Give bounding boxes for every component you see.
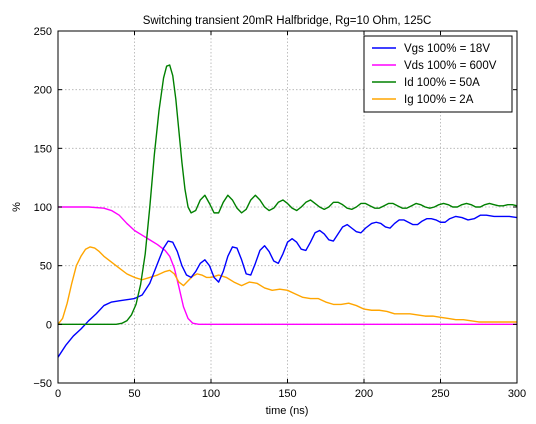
x-tick-label: 250 — [431, 388, 449, 400]
legend-label-id: Id 100% = 50A — [404, 77, 480, 89]
series-line-vds — [58, 206, 517, 326]
y-tick-label: 100 — [34, 202, 52, 214]
series-line-id — [58, 64, 518, 326]
y-tick-label: 200 — [34, 85, 52, 97]
x-tick-label: 50 — [128, 388, 140, 400]
legend: Vgs 100% = 18V Vds 100% = 600V Id 100% = 5… — [363, 35, 513, 113]
series-line-vgs — [57, 214, 518, 358]
y-axis-title: % — [11, 202, 23, 212]
y-tick-label: 0 — [46, 319, 52, 331]
y-tick-label: 50 — [40, 261, 52, 273]
x-tick-label: 300 — [508, 388, 526, 400]
legend-label-ig: Ig 100% = 2A — [404, 94, 474, 106]
chart-title: Switching transient 20mR Halfbridge, Rg=… — [143, 15, 432, 27]
y-tick-label: 250 — [34, 26, 52, 38]
y-tick-label: −50 — [33, 378, 52, 390]
x-tick-label: 0 — [55, 388, 61, 400]
x-axis-title: time (ns) — [266, 405, 309, 417]
x-tick-label: 100 — [202, 388, 220, 400]
x-tick-label: 200 — [355, 388, 373, 400]
series-group — [57, 64, 518, 358]
y-tick-label: 150 — [34, 143, 52, 155]
legend-label-vds: Vds 100% = 600V — [404, 60, 497, 72]
x-tick-label: 150 — [278, 388, 296, 400]
legend-label-vgs: Vgs 100% = 18V — [404, 43, 490, 55]
series-line-ig — [57, 246, 517, 325]
ticks — [57, 30, 518, 384]
